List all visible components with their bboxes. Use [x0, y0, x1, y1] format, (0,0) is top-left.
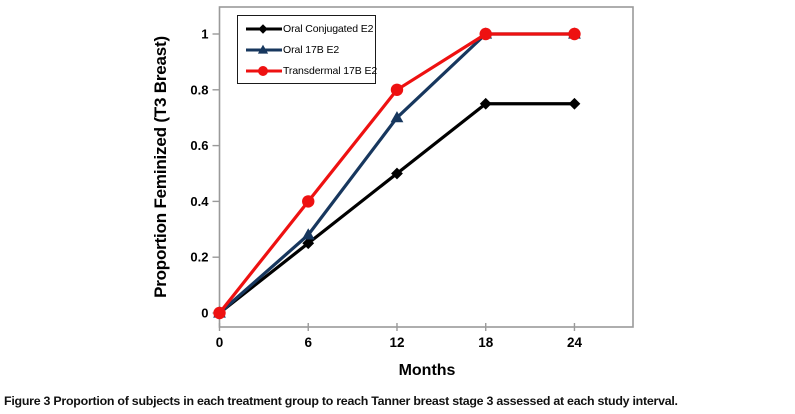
x-axis-title: Months: [398, 362, 456, 379]
y-axis-title: Proportion Feminized (T3 Breast): [151, 36, 170, 298]
svg-text:12: 12: [389, 335, 404, 350]
svg-text:0: 0: [201, 306, 208, 321]
svg-text:24: 24: [567, 335, 583, 350]
diamond-marker-icon: [246, 23, 282, 34]
svg-text:1: 1: [201, 27, 208, 42]
chart-legend: Oral Conjugated E2 Oral 17B E2 Transderm…: [237, 15, 378, 84]
figure-caption: Figure 3 Proportion of subjects in each …: [4, 394, 792, 408]
svg-text:0.2: 0.2: [190, 250, 208, 265]
caption-text: Proportion of subjects in each treatment…: [53, 394, 678, 408]
legend-label: Oral Conjugated E2: [283, 22, 374, 35]
legend-item-oral-conjugated-e2: Oral Conjugated E2: [246, 20, 375, 37]
svg-text:0.4: 0.4: [190, 194, 209, 209]
svg-text:0.8: 0.8: [190, 82, 208, 97]
svg-text:6: 6: [304, 335, 312, 350]
svg-text:18: 18: [478, 335, 494, 350]
svg-text:0.6: 0.6: [190, 138, 208, 153]
legend-item-oral-17b-e2: Oral 17B E2: [246, 41, 375, 58]
legend-label: Oral 17B E2: [283, 43, 340, 56]
plot-svg: 0 0.2 0.4 0.6 0.8 1 0 6 12 18 24: [190, 6, 634, 350]
legend-label: Transdermal 17B E2: [283, 64, 378, 77]
triangle-marker-icon: [246, 44, 282, 54]
circle-marker-icon: [246, 65, 282, 76]
svg-text:0: 0: [216, 335, 224, 350]
caption-label: Figure 3: [4, 394, 51, 408]
legend-item-transdermal-17b-e2: Transdermal 17B E2: [246, 62, 378, 79]
